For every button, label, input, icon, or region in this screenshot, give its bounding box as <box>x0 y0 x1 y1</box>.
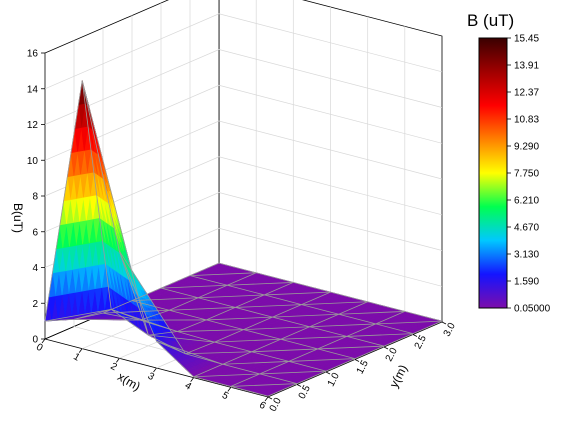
surface-mesh <box>44 80 443 397</box>
